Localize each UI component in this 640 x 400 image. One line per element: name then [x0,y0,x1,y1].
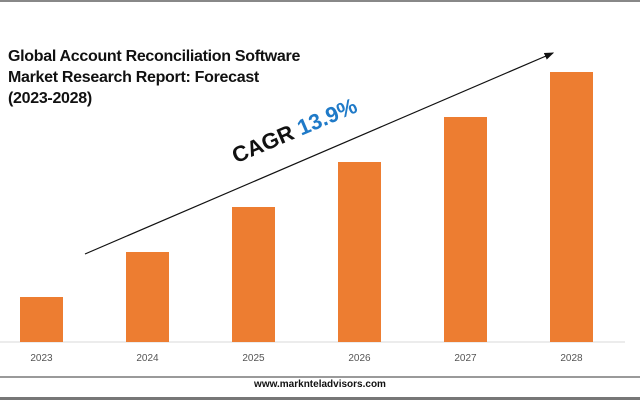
footer-website: www.marknteladvisors.com [254,379,386,390]
bar-2026 [338,162,381,342]
title-line-1: Global Account Reconciliation Software [8,48,301,65]
x-tick-label: 2028 [560,353,583,364]
x-tick-label: 2024 [136,353,159,364]
x-tick-label: 2023 [30,353,53,364]
footer-divider [0,376,640,378]
growth-arrow [84,52,555,255]
bar-2027 [444,117,487,342]
x-tick-label: 2027 [454,353,477,364]
bottom-border [0,397,640,400]
title-line-2: Market Research Report: Forecast [8,69,259,86]
title-line-3: (2023-2028) [8,90,92,107]
bar-chart: 2023 2024 2025 2026 2027 2028 [0,52,625,364]
chart-title: Global Account Reconciliation Software M… [8,46,300,109]
bar-2025 [232,207,275,342]
x-tick-label: 2025 [242,353,265,364]
bar-2024 [126,252,169,342]
bar-2023 [20,297,63,342]
x-tick-label: 2026 [348,353,371,364]
bar-2028 [550,72,593,342]
top-border [0,0,640,2]
